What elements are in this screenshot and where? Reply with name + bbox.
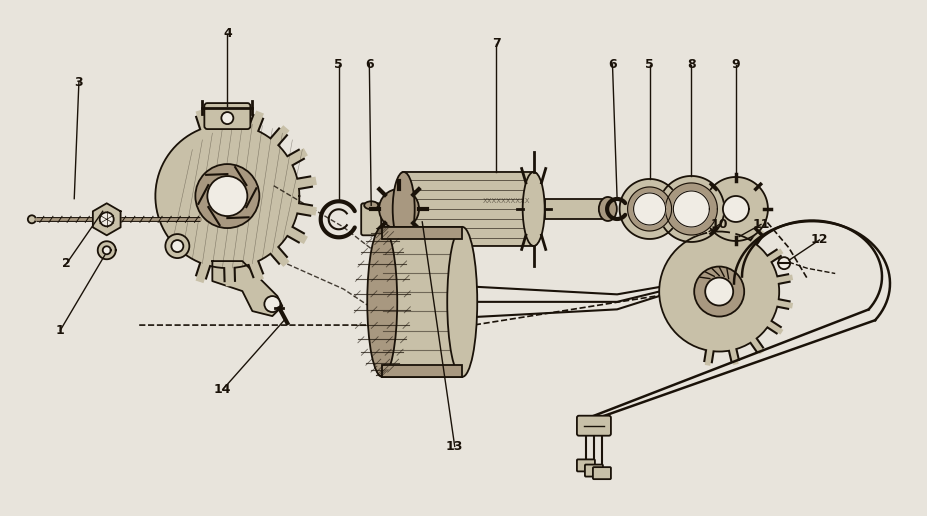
- Text: 11: 11: [752, 218, 768, 231]
- Polygon shape: [619, 179, 679, 239]
- FancyBboxPatch shape: [544, 199, 607, 219]
- Text: 1: 1: [56, 324, 65, 337]
- FancyBboxPatch shape: [577, 416, 610, 436]
- Text: 9: 9: [730, 58, 740, 71]
- Circle shape: [264, 296, 280, 312]
- Circle shape: [207, 176, 248, 216]
- Text: 2: 2: [62, 256, 71, 270]
- Polygon shape: [722, 196, 748, 222]
- FancyBboxPatch shape: [204, 103, 250, 129]
- Circle shape: [28, 215, 36, 223]
- Circle shape: [196, 164, 259, 228]
- Text: 5: 5: [644, 58, 654, 71]
- FancyBboxPatch shape: [382, 365, 462, 377]
- Ellipse shape: [598, 197, 616, 221]
- Text: 6: 6: [607, 58, 616, 71]
- Polygon shape: [673, 191, 708, 227]
- Polygon shape: [704, 177, 767, 241]
- Polygon shape: [657, 176, 724, 242]
- Ellipse shape: [447, 227, 476, 377]
- Text: 7: 7: [491, 37, 501, 51]
- Polygon shape: [212, 261, 282, 316]
- Polygon shape: [675, 193, 706, 225]
- FancyBboxPatch shape: [382, 227, 462, 377]
- Ellipse shape: [522, 172, 544, 246]
- Circle shape: [705, 278, 732, 305]
- Polygon shape: [633, 193, 665, 225]
- Text: 5: 5: [334, 58, 343, 71]
- FancyBboxPatch shape: [361, 203, 381, 235]
- Ellipse shape: [367, 227, 397, 377]
- Text: 14: 14: [214, 383, 231, 396]
- Text: 13: 13: [446, 440, 463, 453]
- Polygon shape: [103, 246, 110, 254]
- Ellipse shape: [392, 172, 414, 246]
- Text: 6: 6: [364, 58, 374, 71]
- Polygon shape: [635, 195, 663, 223]
- FancyBboxPatch shape: [382, 227, 462, 239]
- Polygon shape: [665, 183, 717, 235]
- FancyBboxPatch shape: [584, 464, 603, 477]
- Circle shape: [378, 189, 419, 229]
- Circle shape: [222, 112, 233, 124]
- Polygon shape: [97, 241, 116, 259]
- Circle shape: [658, 232, 779, 351]
- Text: 10: 10: [710, 218, 727, 231]
- Text: 12: 12: [810, 233, 827, 247]
- Text: 8: 8: [686, 58, 695, 71]
- Polygon shape: [627, 187, 671, 231]
- Circle shape: [171, 240, 184, 252]
- Text: 3: 3: [74, 76, 83, 89]
- Text: XXXXXXXXXX: XXXXXXXXXX: [482, 198, 529, 204]
- Circle shape: [165, 234, 189, 258]
- FancyBboxPatch shape: [577, 459, 594, 472]
- Ellipse shape: [363, 201, 378, 209]
- Circle shape: [99, 212, 114, 227]
- Polygon shape: [155, 124, 299, 268]
- FancyBboxPatch shape: [592, 467, 610, 479]
- Circle shape: [778, 257, 789, 269]
- Polygon shape: [93, 203, 121, 235]
- Text: 4: 4: [222, 27, 232, 40]
- Circle shape: [693, 267, 743, 316]
- FancyBboxPatch shape: [400, 172, 536, 246]
